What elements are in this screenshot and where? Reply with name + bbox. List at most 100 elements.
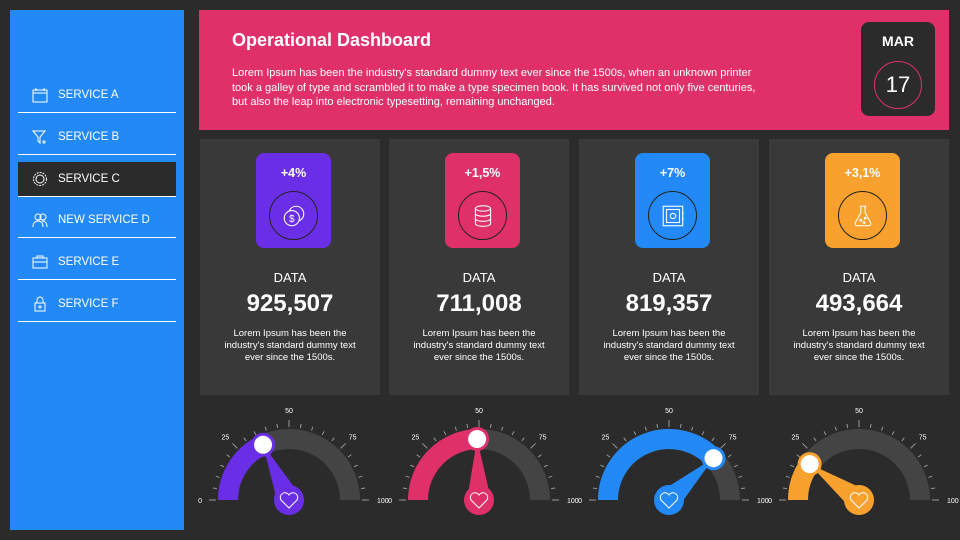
date-day: 17 bbox=[874, 61, 922, 109]
gauge-tick bbox=[410, 464, 415, 468]
sidebar-item-label: SERVICE E bbox=[58, 256, 120, 268]
kpi-value: 925,507 bbox=[246, 290, 334, 317]
gauge-tick bbox=[790, 464, 795, 468]
gauge-tick bbox=[782, 487, 787, 490]
gauge-tick bbox=[402, 487, 407, 490]
gauge-tick bbox=[466, 423, 469, 428]
kpi-text: Lorem Ipsum has been the industry's stan… bbox=[793, 328, 925, 363]
gauge-tick bbox=[917, 454, 922, 458]
gauge-tick bbox=[232, 443, 238, 449]
gear-icon bbox=[33, 172, 47, 186]
gauge-tick bbox=[299, 423, 302, 428]
sidebar-item-service-c[interactable]: SERVICE C bbox=[18, 162, 176, 197]
kpi-label: DATA bbox=[462, 270, 496, 285]
safe-icon bbox=[662, 205, 683, 226]
funnel-icon bbox=[32, 130, 47, 145]
gauge-tick bbox=[595, 475, 600, 478]
gauge-tick-label: 25 bbox=[601, 434, 609, 441]
gauge-tick bbox=[443, 431, 447, 436]
kpi-value: 819,357 bbox=[625, 290, 713, 317]
kpi-card: +3,1% DATA 493,664 Lorem Ipsum has been … bbox=[769, 139, 949, 395]
gauge-tick bbox=[881, 426, 884, 431]
gauge-hub bbox=[464, 485, 494, 515]
gauge-tick bbox=[928, 475, 933, 478]
gauge-fill bbox=[598, 429, 721, 501]
sidebar-item-service-e[interactable]: SERVICE E bbox=[18, 245, 176, 280]
gauge-tick-label: 25 bbox=[221, 434, 229, 441]
gauge-tick bbox=[347, 454, 352, 458]
kpi-tile: +7% bbox=[635, 153, 710, 248]
date-badge: MAR 17 bbox=[861, 22, 935, 116]
sidebar-item-label: SERVICE A bbox=[58, 89, 119, 101]
icon-ring bbox=[648, 191, 697, 240]
gauge-tick bbox=[353, 464, 358, 468]
kpi-text: Lorem Ipsum has been the industry's stan… bbox=[413, 328, 545, 363]
sidebar-item-new-service-d[interactable]: NEW SERVICE D bbox=[18, 203, 176, 238]
gauge-tick bbox=[679, 423, 682, 428]
gauge-tick bbox=[656, 423, 659, 428]
gauge-tick bbox=[738, 475, 743, 478]
header-description: Lorem Ipsum has been the industry's stan… bbox=[232, 67, 756, 108]
gauge-tick bbox=[489, 423, 492, 428]
sidebar-item-label: SERVICE C bbox=[58, 173, 120, 185]
gauge-tick bbox=[331, 437, 335, 442]
gauge-tick bbox=[796, 454, 801, 458]
kpi-label: DATA bbox=[842, 270, 876, 285]
gauge-knob bbox=[704, 449, 723, 468]
header-banner: Operational Dashboard Lorem Ipsum has be… bbox=[199, 10, 949, 130]
sidebar-item-service-f[interactable]: SERVICE F bbox=[18, 287, 176, 322]
icon-ring bbox=[458, 191, 507, 240]
sidebar-item-service-b[interactable]: SERVICE B bbox=[18, 120, 176, 155]
gauge-tick bbox=[422, 443, 428, 449]
gauge-hub bbox=[274, 485, 304, 515]
gauge-tick-label: 75 bbox=[919, 434, 927, 441]
gauge-tick-label: 50 bbox=[855, 408, 863, 415]
gauge-tick bbox=[264, 426, 267, 431]
gauge-tick-label: 0 bbox=[578, 498, 582, 505]
kpi-card: +1,5% DATA 711,008 Lorem Ipsum has been … bbox=[389, 139, 569, 395]
gauge-tick bbox=[543, 464, 548, 468]
gauge-hub bbox=[654, 485, 684, 515]
kpi-change: +7% bbox=[659, 166, 686, 180]
gauge-tick-label: 75 bbox=[349, 434, 357, 441]
gauge-tick bbox=[226, 454, 231, 458]
kpi-tile: +3,1% bbox=[825, 153, 900, 248]
kpi-card: +4% $ DATA 925,507 Lorem Ipsum has been … bbox=[200, 139, 380, 395]
gauge-tick bbox=[901, 437, 905, 442]
toolbox-icon bbox=[32, 255, 48, 269]
gauge-tick bbox=[733, 464, 738, 468]
icon-ring bbox=[838, 191, 887, 240]
kpi-change: +1,5% bbox=[464, 166, 501, 180]
gauge-tick bbox=[785, 475, 790, 478]
sidebar-item-service-a[interactable]: SERVICE A bbox=[18, 78, 176, 113]
gauge-tick bbox=[891, 431, 895, 436]
gauge-tick bbox=[823, 431, 827, 436]
gauge-tick bbox=[711, 437, 715, 442]
calendar-icon bbox=[32, 88, 48, 103]
gauge-knob bbox=[800, 455, 819, 474]
gauge-tick bbox=[592, 487, 597, 490]
gauge-tick-label: 75 bbox=[729, 434, 737, 441]
kpi-text: Lorem Ipsum has been the industry's stan… bbox=[224, 328, 356, 363]
gauge-tick bbox=[321, 431, 325, 436]
gauge-tick bbox=[644, 426, 647, 431]
flask-icon bbox=[854, 205, 871, 226]
gauge-tick bbox=[931, 487, 936, 490]
coins-icon: $ bbox=[283, 205, 304, 226]
gauge-knob bbox=[468, 430, 487, 449]
kpi-tile: +4% $ bbox=[256, 153, 331, 248]
gauge-tick bbox=[243, 437, 247, 442]
gauge-tick bbox=[910, 443, 916, 449]
gauge-tick-label: 25 bbox=[411, 434, 419, 441]
gauge-tick bbox=[727, 454, 732, 458]
lock-icon bbox=[34, 296, 46, 312]
gauge-tick bbox=[612, 443, 618, 449]
heart-icon bbox=[659, 492, 679, 509]
gauge-tick-label: 100 bbox=[947, 498, 959, 505]
gauge-tick bbox=[537, 454, 542, 458]
gauge-tick bbox=[869, 423, 872, 428]
gauge-tick bbox=[521, 437, 525, 442]
database-icon bbox=[474, 204, 491, 227]
svg-text:$: $ bbox=[289, 213, 295, 224]
gauge-tick bbox=[215, 475, 220, 478]
